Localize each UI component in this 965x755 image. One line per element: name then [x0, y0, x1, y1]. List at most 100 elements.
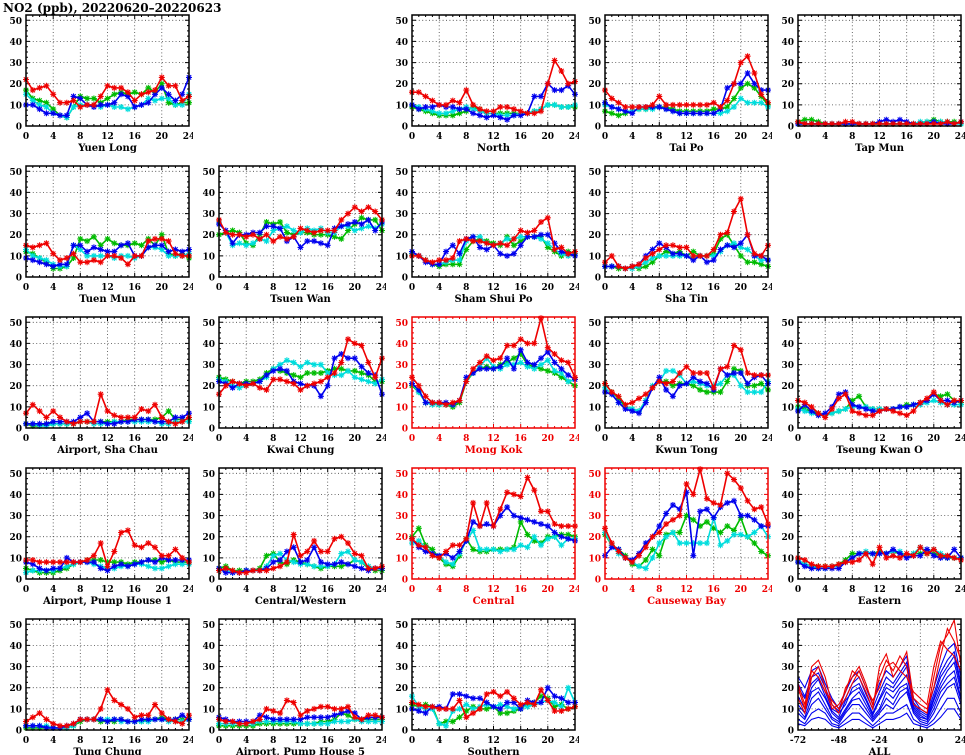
y-tick-label: 40 — [9, 491, 22, 501]
y-tick-label: 10 — [202, 554, 215, 564]
series-line-red-2 — [797, 640, 962, 710]
x-tick-label: 24 — [955, 736, 965, 746]
x-tick-label: 12 — [680, 434, 693, 444]
y-tick-label: 0 — [16, 123, 22, 133]
plot-border — [604, 467, 769, 580]
x-tick-label: 12 — [294, 283, 307, 293]
y-tick-label: 0 — [595, 274, 601, 284]
chart-tung-chung: 0 4 8 12 16 20 24 0 10 20 30 40 50 Tung Chung — [0, 614, 195, 755]
x-tick-label: 0 — [409, 585, 415, 595]
y-tick-label: 30 — [588, 59, 601, 69]
x-tick-label: 16 — [514, 283, 527, 293]
y-tick-label: 0 — [402, 425, 408, 435]
grid-lines — [605, 468, 768, 579]
y-tick-label: 20 — [588, 382, 601, 392]
x-tick-label: 20 — [349, 736, 362, 746]
y-tick-label: 0 — [209, 576, 215, 586]
x-tick-label: 4 — [243, 283, 249, 293]
axis-ticks — [604, 166, 769, 278]
x-tick-label: 16 — [900, 585, 913, 595]
chart-canvas: 0 4 8 12 16 20 24 0 10 20 30 40 50 Airport, Pump Hous… — [202, 618, 388, 755]
x-tick-label: 12 — [294, 585, 307, 595]
chart-canvas: 0 4 8 12 16 20 24 0 10 20 30 40 50 Mong Kok — [395, 315, 581, 456]
y-tick-label: 50 — [588, 319, 601, 329]
plot-border — [218, 618, 383, 731]
x-tick-label: 20 — [928, 132, 941, 142]
x-tick-label: 0 — [602, 283, 608, 293]
x-tick-label: 8 — [77, 585, 83, 595]
x-tick-label: 12 — [873, 585, 886, 595]
y-tick-label: 10 — [588, 403, 601, 413]
y-tick-label: 30 — [395, 210, 408, 220]
grid-lines — [412, 317, 575, 428]
y-tick-label: 30 — [9, 210, 22, 220]
x-tick-label: 20 — [542, 132, 555, 142]
y-tick-label: 40 — [781, 38, 794, 48]
x-tick-label: 20 — [156, 132, 169, 142]
x-tick-label: 0 — [216, 434, 222, 444]
x-tick-label: 24 — [955, 132, 965, 142]
y-tick-label: 30 — [395, 512, 408, 522]
x-tick-label: 12 — [487, 283, 500, 293]
y-tick-label: 20 — [395, 231, 408, 241]
y-tick-label: 10 — [781, 705, 794, 715]
y-tick-label: 0 — [402, 274, 408, 284]
x-tick-label: 0 — [216, 736, 222, 746]
y-tick-label: 50 — [781, 621, 794, 631]
y-tick-label: 40 — [395, 340, 408, 350]
x-tick-label: 0 — [23, 283, 29, 293]
x-tick-label: -48 — [831, 736, 847, 746]
chart-tsuen-wan: 0 4 8 12 16 20 24 0 10 20 30 40 50 Tsuen Wan — [193, 161, 388, 308]
y-tick-label: 50 — [395, 168, 408, 178]
x-tick-label: 8 — [656, 283, 662, 293]
y-tick-label: 50 — [395, 17, 408, 27]
y-tick-label: 10 — [781, 101, 794, 111]
x-tick-label: 16 — [707, 585, 720, 595]
x-tick-label: 0 — [409, 132, 415, 142]
x-tick-label: 0 — [602, 132, 608, 142]
x-tick-label: 12 — [101, 434, 114, 444]
x-tick-label: 20 — [542, 585, 555, 595]
x-tick-label: 4 — [436, 736, 442, 746]
x-tick-label: 4 — [822, 434, 828, 444]
y-tick-label: 0 — [209, 274, 215, 284]
chart-canvas: 0 4 8 12 16 20 24 0 10 20 30 40 50 Sha Tin — [588, 165, 774, 305]
chart-title: Yuen Long — [77, 143, 137, 154]
y-tick-label: 20 — [781, 80, 794, 90]
x-tick-label: 8 — [656, 132, 662, 142]
y-tick-label: 20 — [9, 533, 22, 543]
x-tick-label: 0 — [917, 736, 923, 746]
chart-yuen-long: 0 4 8 12 16 20 24 0 10 20 30 40 50 Yuen Long — [0, 10, 195, 157]
chart-title: Eastern — [858, 596, 902, 607]
chart-title: Tai Po — [669, 143, 703, 154]
x-tick-label: 4 — [50, 736, 56, 746]
x-tick-label: 8 — [849, 434, 855, 444]
y-tick-label: 20 — [202, 231, 215, 241]
chart-canvas: 0 4 8 12 16 20 24 0 10 20 30 40 50 Kwai Chung — [202, 316, 388, 456]
x-tick-label: 8 — [656, 434, 662, 444]
chart-canvas: 0 4 8 12 16 20 24 0 10 20 30 40 50 Southern — [395, 618, 581, 755]
y-tick-label: 20 — [395, 80, 408, 90]
plot-border — [411, 165, 576, 278]
chart-title: Kwun Tong — [655, 445, 718, 456]
chart-title: Tseung Kwan O — [836, 445, 923, 456]
grid-lines — [219, 468, 382, 579]
y-tick-label: 50 — [781, 319, 794, 329]
chart-title: Central/Western — [255, 596, 347, 607]
y-tick-label: 30 — [202, 512, 215, 522]
x-tick-label: 0 — [23, 736, 29, 746]
plot-border — [25, 618, 190, 731]
grid-lines — [605, 15, 768, 126]
x-tick-label: 8 — [849, 585, 855, 595]
chart-kwai-chung: 0 4 8 12 16 20 24 0 10 20 30 40 50 Kwai Chung — [193, 312, 388, 459]
y-tick-label: 40 — [395, 642, 408, 652]
plot-border — [797, 618, 962, 731]
y-tick-label: 50 — [9, 17, 22, 27]
y-tick-label: 0 — [788, 576, 794, 586]
chart-central: 0 4 8 12 16 20 24 0 10 20 30 40 50 Central — [386, 463, 581, 610]
chart-title: Southern — [468, 747, 521, 755]
x-tick-label: 20 — [928, 585, 941, 595]
x-tick-label: 0 — [409, 283, 415, 293]
x-tick-label: 4 — [50, 283, 56, 293]
x-tick-label: -24 — [871, 736, 887, 746]
